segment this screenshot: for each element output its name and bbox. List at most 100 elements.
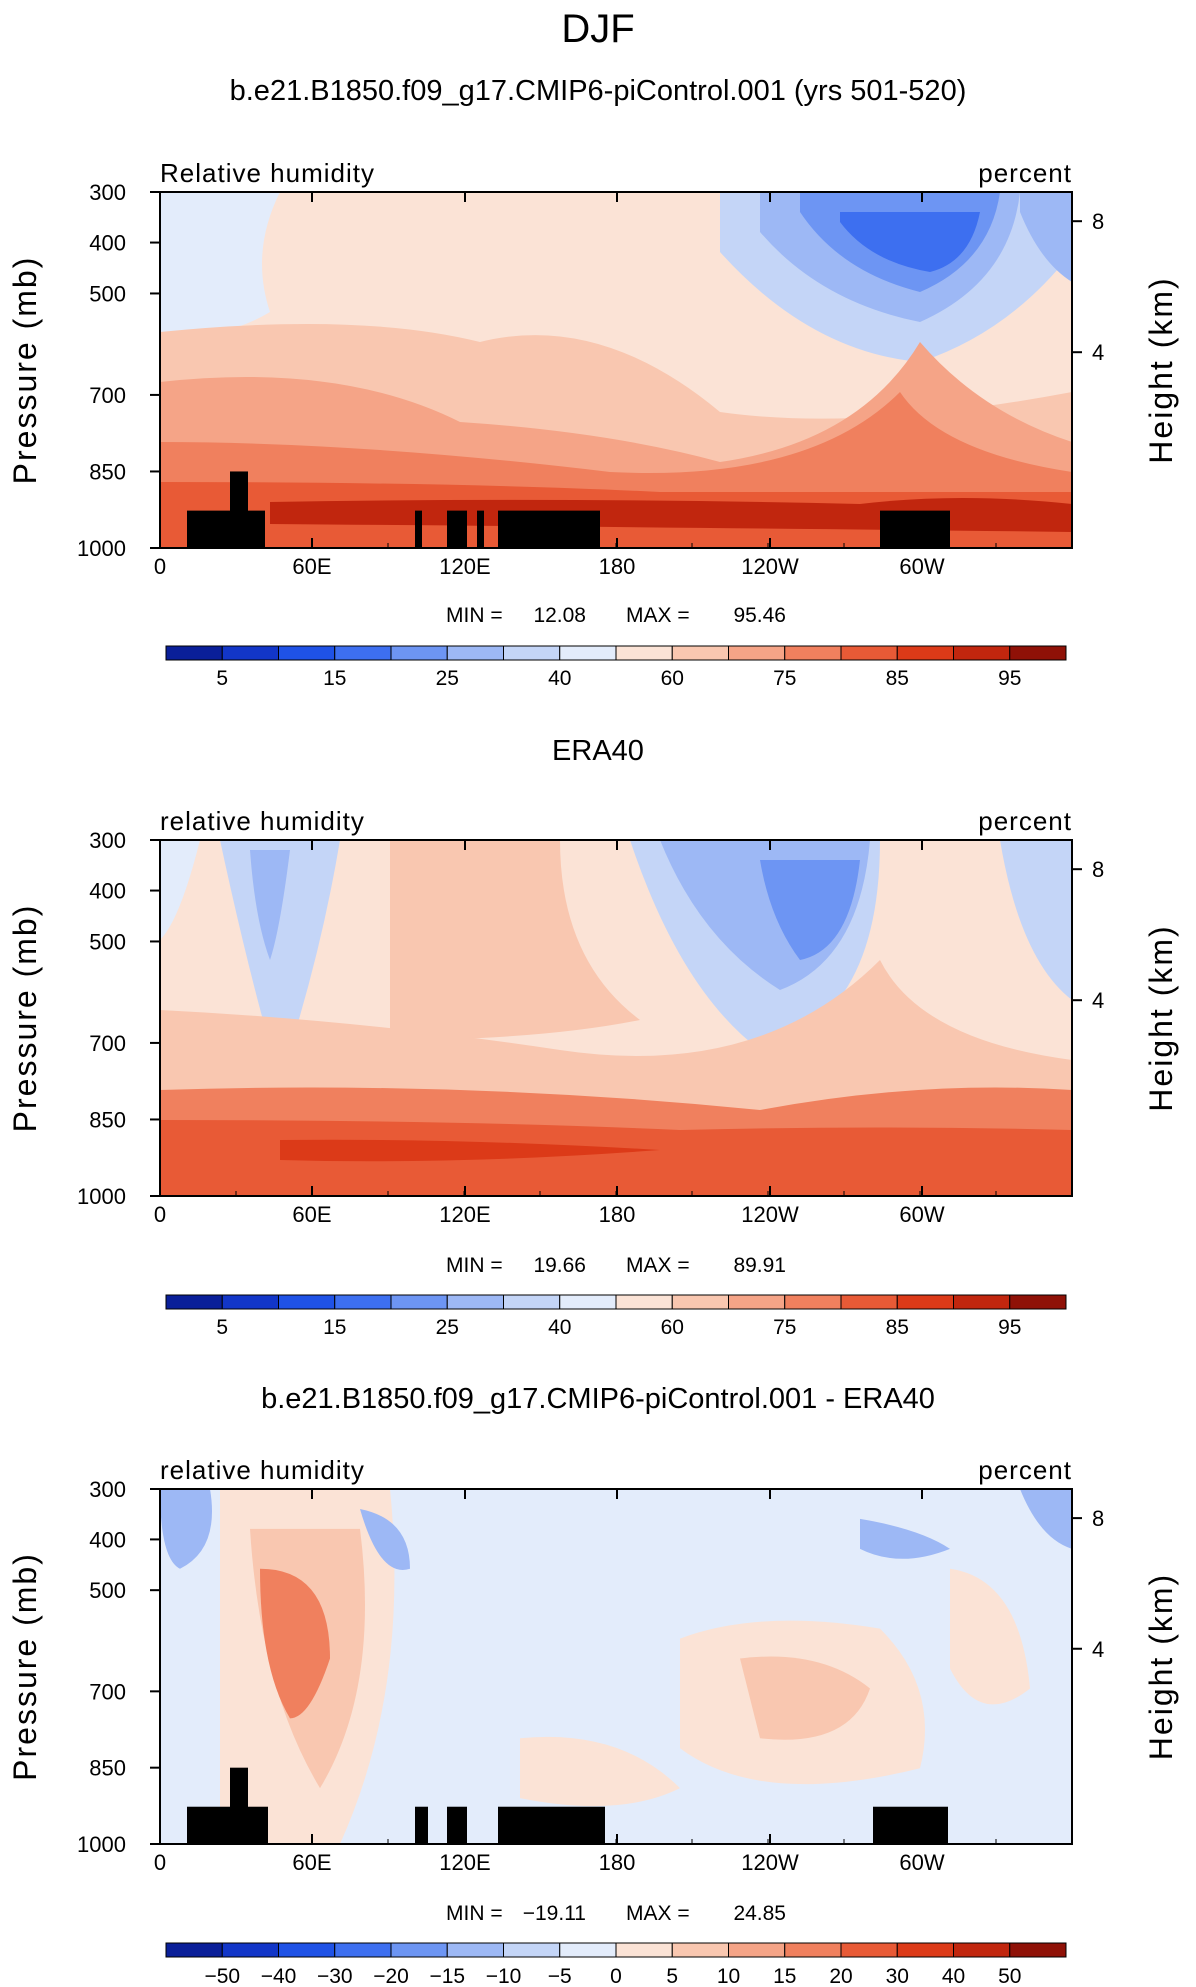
y2-tick-label: 8 (1092, 209, 1104, 234)
contour-band (160, 192, 280, 335)
panel-1: b.e21.B1850.f09_g17.CMIP6-piControl.001 … (7, 75, 1179, 690)
colorbar-label: 95 (998, 667, 1021, 690)
y-tick-label: 400 (89, 1527, 126, 1552)
x-tick-label: 0 (154, 1202, 166, 1227)
y-tick-label: 700 (89, 1031, 126, 1056)
colorbar-swatch (390, 645, 448, 661)
colorbar-swatch (896, 1294, 954, 1310)
min-label: MIN = (446, 604, 503, 627)
land-mask (230, 471, 248, 548)
x-tick-label: 180 (599, 554, 636, 579)
y-tick-label: 700 (89, 1679, 126, 1704)
y-tick-label: 500 (89, 929, 126, 954)
colorbar-swatch (221, 1294, 279, 1310)
panel-2: ERA40 relative humidity percent 0 60E 120E 180… (7, 735, 1179, 1339)
colorbar-label: 20 (829, 1965, 852, 1987)
contour-band (250, 850, 290, 960)
contour-band (1020, 1489, 1072, 1549)
colorbar-swatch (1009, 1294, 1067, 1310)
colorbar-label: 15 (323, 1316, 346, 1339)
left-field-label: Relative humidity (160, 158, 375, 188)
panel-title: ERA40 (552, 735, 644, 767)
contour-band (270, 498, 1072, 532)
colorbar-label: 40 (548, 1316, 571, 1339)
colorbar-swatch (728, 645, 786, 661)
colorbar-label: 0 (610, 1965, 622, 1987)
y-tick-label: 500 (89, 1578, 126, 1603)
min-value: 19.66 (533, 1254, 586, 1277)
colorbar-label: 40 (942, 1965, 965, 1987)
max-value: 95.46 (733, 604, 786, 627)
colorbar-swatch (503, 1942, 561, 1958)
colorbar-label: 5 (666, 1965, 678, 1987)
min-value: −19.11 (523, 1902, 586, 1925)
colorbar-swatch (278, 645, 336, 661)
colorbar-label: 15 (323, 667, 346, 690)
land-mask (498, 510, 600, 548)
y-tick-label: 500 (89, 281, 126, 306)
land-mask (187, 510, 265, 548)
contour-band (260, 1568, 330, 1719)
max-value: 24.85 (733, 1902, 786, 1925)
x-tick-label: 120E (439, 1850, 490, 1875)
colorbar-swatch (390, 1942, 448, 1958)
colorbar-swatch (559, 645, 617, 661)
colorbar-label: 85 (886, 1316, 909, 1339)
colorbar-swatch (896, 1942, 954, 1958)
right-unit-label: percent (978, 1455, 1072, 1485)
land-mask (415, 510, 422, 548)
colorbar-label: 60 (661, 1316, 684, 1339)
max-value: 89.91 (733, 1254, 786, 1277)
max-label: MAX = (626, 604, 690, 627)
left-field-label: relative humidity (160, 1455, 365, 1485)
colorbar-label: −20 (373, 1965, 409, 1987)
contour-field (160, 840, 1072, 1196)
contour-band (1020, 192, 1072, 282)
colorbar-swatch (503, 1294, 561, 1310)
colorbar-swatch (728, 1942, 786, 1958)
y-tick-label: 400 (89, 231, 126, 256)
right-unit-label: percent (978, 806, 1072, 836)
y2-tick-label: 4 (1092, 1637, 1104, 1662)
colorbar-label: 40 (548, 667, 571, 690)
y-tick-label: 400 (89, 879, 126, 904)
x-tick-label: 120W (741, 554, 799, 579)
panel-title: b.e21.B1850.f09_g17.CMIP6-piControl.001 … (261, 1383, 935, 1415)
colorbar-label: 60 (661, 667, 684, 690)
y-tick-label: 300 (89, 1477, 126, 1502)
contour-field (160, 192, 1072, 548)
colorbar-label: 5 (216, 1316, 228, 1339)
colorbar-label: −40 (261, 1965, 297, 1987)
x-tick-label: 120W (741, 1850, 799, 1875)
x-tick-label: 120E (439, 554, 490, 579)
x-tick-label: 120E (439, 1202, 490, 1227)
colorbar-swatch (784, 1294, 842, 1310)
x-tick-label: 60E (292, 1202, 331, 1227)
x-tick-label: 60W (899, 554, 944, 579)
min-label: MIN = (446, 1902, 503, 1925)
colorbar-label: 50 (998, 1965, 1021, 1987)
y2-tick-label: 8 (1092, 857, 1104, 882)
colorbar-swatch (559, 1294, 617, 1310)
x-tick-label: 60E (292, 554, 331, 579)
colorbar-swatch (671, 645, 729, 661)
colorbar-swatch (953, 1294, 1011, 1310)
colorbar-swatch (221, 645, 279, 661)
y2-tick-label: 8 (1092, 1506, 1104, 1531)
colorbar-swatch (953, 645, 1011, 661)
max-label: MAX = (626, 1254, 690, 1277)
contour-band (390, 840, 640, 1040)
left-field-label: relative humidity (160, 806, 365, 836)
right-unit-label: percent (978, 158, 1072, 188)
x-tick-label: 60E (292, 1850, 331, 1875)
y2-axis-title: Height (km) (1143, 924, 1179, 1111)
x-tick-label: 60W (899, 1202, 944, 1227)
y-tick-label: 850 (89, 1756, 126, 1781)
y-axis-title: Pressure (mb) (7, 1552, 43, 1781)
contour-band (160, 1120, 1072, 1196)
y-tick-label: 1000 (77, 536, 126, 561)
y-tick-label: 1000 (77, 1832, 126, 1857)
y-tick-label: 300 (89, 180, 126, 205)
colorbar-label: −10 (486, 1965, 522, 1987)
